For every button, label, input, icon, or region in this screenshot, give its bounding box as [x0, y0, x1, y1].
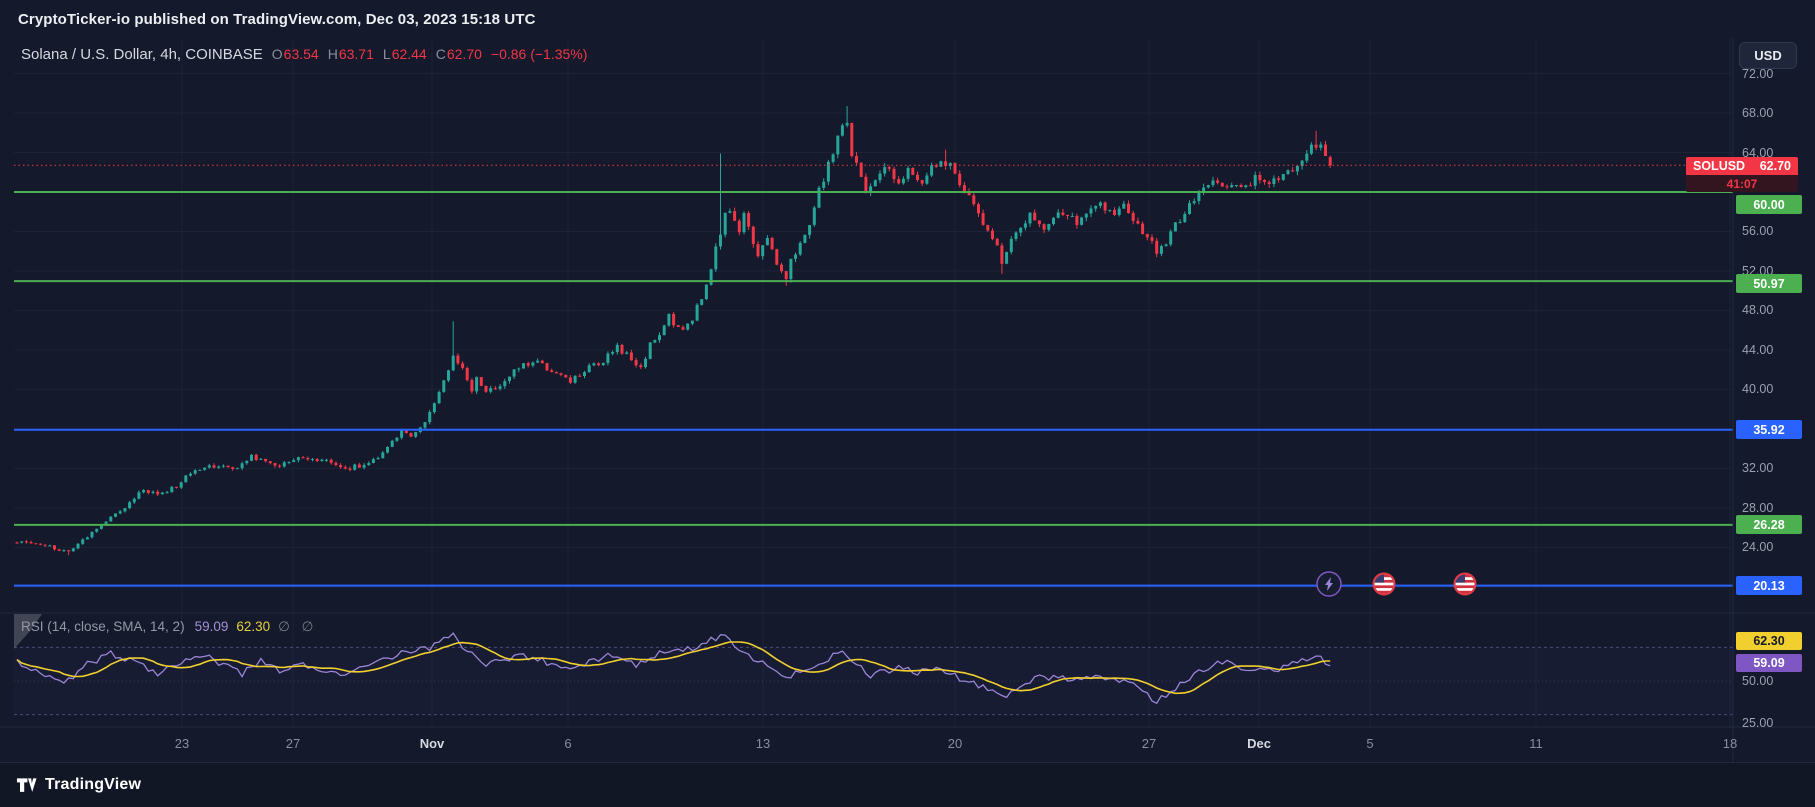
price-level-label[interactable]: 60.00 — [1736, 195, 1802, 214]
change-value: −0.86 (−1.35%) — [490, 46, 588, 62]
price-level-label[interactable]: 20.13 — [1736, 576, 1802, 595]
rsi-value: 59.09 — [194, 619, 229, 634]
low-value: 62.44 — [391, 46, 427, 62]
rsi-sma-axis-label: 62.30 — [1736, 632, 1802, 650]
symbol-legend: Solana / U.S. Dollar, 4h, COINBASE O63.54… — [21, 46, 587, 63]
candles-layer — [15, 106, 1332, 556]
price-level-label[interactable]: 35.92 — [1736, 420, 1802, 439]
low-label: L — [382, 46, 391, 62]
publisher-text: CryptoTicker-io published on TradingView… — [18, 10, 536, 28]
price-axis-tick: 32.00 — [1742, 461, 1774, 475]
close-label: C — [435, 46, 446, 62]
lightning-alert-icon[interactable] — [1316, 571, 1342, 597]
rsi-hidden-plots: ∅ ∅ — [278, 619, 318, 634]
bar-countdown: 41:07 — [1686, 175, 1798, 192]
price-axis-tick: 24.00 — [1742, 540, 1774, 554]
open-label: O — [271, 46, 283, 62]
current-price: 62.70 — [1759, 159, 1791, 173]
time-axis-tick: 27 — [285, 736, 301, 751]
rsi-legend: RSI (14, close, SMA, 14, 2) 59.09 62.30 ∅ ∅ — [21, 619, 317, 635]
high-label: H — [327, 46, 338, 62]
price-axis-tick: 72.00 — [1742, 67, 1774, 81]
price-axis-tick: 48.00 — [1742, 303, 1774, 317]
price-axis-tick: 44.00 — [1742, 343, 1774, 357]
publisher-bar: CryptoTicker-io published on TradingView… — [0, 0, 1815, 38]
time-axis-month-label: Nov — [419, 736, 445, 751]
open-value: 63.54 — [283, 46, 319, 62]
price-axis-tick: 56.00 — [1742, 224, 1774, 238]
time-axis-tick: 27 — [1141, 736, 1157, 751]
time-axis-tick: 23 — [174, 736, 190, 751]
rsi-title[interactable]: RSI (14, close, SMA, 14, 2) — [21, 619, 185, 634]
tradingview-brand[interactable]: TradingView — [45, 776, 142, 793]
symbol-title[interactable]: Solana / U.S. Dollar, 4h, COINBASE — [21, 46, 263, 63]
us-flag-event-icon[interactable] — [1453, 572, 1477, 596]
rsi-layer — [14, 614, 1331, 705]
high-value: 63.71 — [338, 46, 374, 62]
time-axis-month-label: Dec — [1247, 736, 1271, 751]
price-level-label[interactable]: 26.28 — [1736, 515, 1802, 534]
price-axis-tick: 40.00 — [1742, 382, 1774, 396]
footer-bar: TradingView — [0, 762, 1815, 807]
grid-layer — [14, 38, 1733, 727]
time-axis-tick: 11 — [1529, 736, 1543, 751]
time-axis-tick: 5 — [1366, 736, 1374, 751]
price-axis-tick: 64.00 — [1742, 146, 1774, 160]
rsi-sma-value: 62.30 — [236, 619, 271, 634]
time-axis-tick: 13 — [755, 736, 771, 751]
price-level-label[interactable]: 50.97 — [1736, 274, 1802, 293]
currency-toggle-button[interactable]: USD — [1739, 42, 1797, 69]
rsi-axis-tick: 25.00 — [1742, 716, 1774, 730]
rsi-axis-tick: 50.00 — [1742, 674, 1774, 688]
close-value: 62.70 — [446, 46, 482, 62]
rsi-value-axis-label: 59.09 — [1736, 654, 1802, 672]
time-axis-tick: 6 — [564, 736, 572, 751]
price-axis-tick: 68.00 — [1742, 106, 1774, 120]
price-axis-tick: 28.00 — [1742, 501, 1774, 515]
time-axis[interactable]: 23 27 Nov 6 13 20 27 Dec 5 11 18 — [0, 727, 1815, 762]
time-axis-tick: 20 — [947, 736, 963, 751]
tradingview-logo-icon[interactable] — [16, 775, 37, 795]
us-flag-event-icon[interactable] — [1372, 572, 1396, 596]
current-symbol: SOLUSD — [1693, 159, 1746, 173]
current-price-label: SOLUSD 62.70 41:07 — [1686, 157, 1798, 192]
time-axis-tick: 18 — [1722, 736, 1738, 751]
